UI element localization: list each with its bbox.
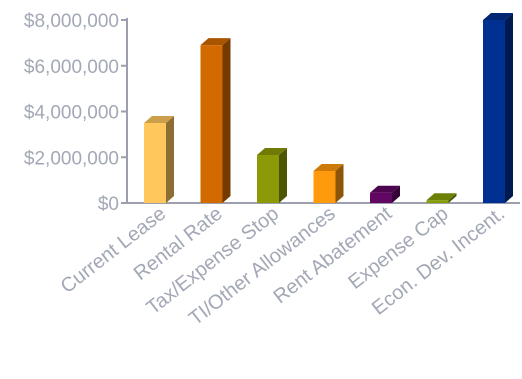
bars: [144, 13, 513, 203]
y-tick-label: $8,000,000: [24, 11, 119, 32]
bar: [370, 192, 392, 203]
y-tick-label: $6,000,000: [24, 57, 119, 78]
bar: [257, 154, 279, 203]
bar-side: [392, 185, 400, 203]
y-tick-label: $0: [98, 194, 119, 215]
bar: [313, 170, 336, 203]
bar: [483, 20, 505, 203]
bar-top: [200, 38, 231, 46]
bar-side: [335, 163, 344, 203]
bar: [144, 122, 166, 203]
bar-top: [144, 115, 174, 123]
bar-top: [313, 163, 344, 171]
bar-side: [222, 38, 231, 203]
bar: [426, 200, 449, 203]
bar-side: [505, 13, 513, 203]
bar-top: [370, 185, 400, 193]
y-tick-label: $4,000,000: [24, 103, 119, 124]
y-tick-label: $2,000,000: [24, 148, 119, 169]
bar-top: [426, 193, 457, 201]
bar-top: [257, 147, 287, 155]
bar-side: [448, 193, 457, 203]
bar-side: [166, 115, 174, 203]
y-axis-ticks: $0 $2,000,000 $4,000,000 $6,000,000 $8,000,0…: [24, 11, 127, 215]
bar: [200, 45, 223, 203]
bar-top: [483, 13, 513, 20]
bar-side: [279, 147, 287, 203]
